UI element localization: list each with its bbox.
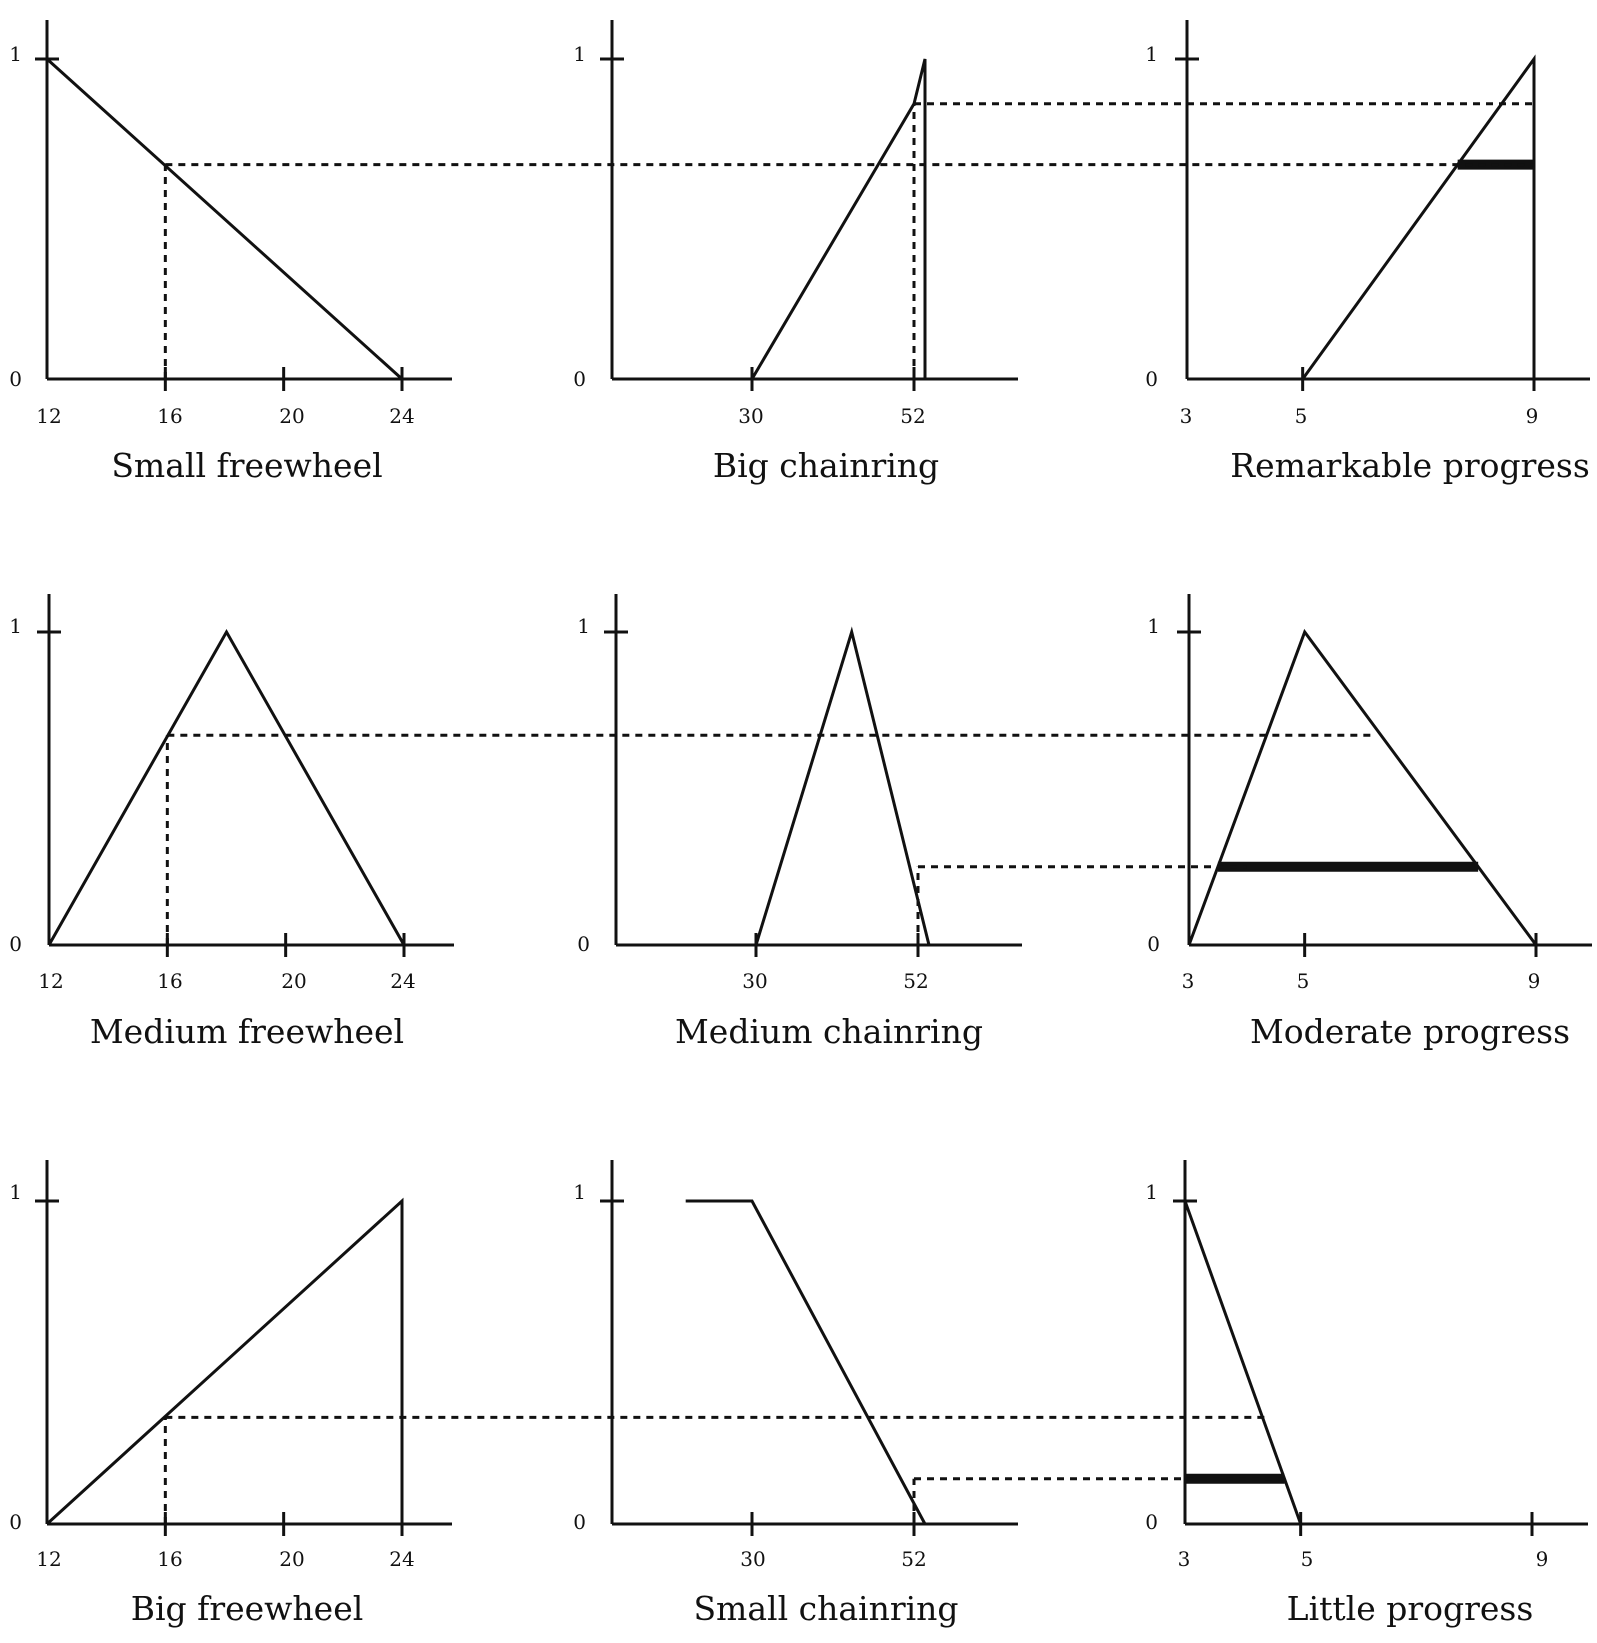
x-tick-label: 52: [901, 1547, 926, 1571]
panel-big-chainring: 1 0 30 52 Big chainring: [573, 42, 939, 485]
y-tick-label: 0: [1145, 1510, 1158, 1534]
x-tick-label: 20: [281, 969, 306, 993]
y-tick-label: 0: [9, 367, 22, 391]
membership-curve: [1183, 1200, 1303, 1525]
x-tick-label: 52: [903, 969, 928, 993]
y-tick-label: 0: [573, 367, 586, 391]
panel-title: Little progress: [1287, 1589, 1534, 1628]
panel-medium-freewheel: 1 0 12 16 20 24 Medium freewheel: [9, 614, 415, 1051]
y-tick-label: 1: [573, 42, 586, 66]
panel-title: Small freewheel: [111, 446, 382, 485]
x-tick-label: 5: [1295, 404, 1308, 428]
panel-title: Big freewheel: [131, 1589, 364, 1628]
panel-title: Small chainring: [693, 1589, 958, 1628]
y-tick-label: 0: [1145, 367, 1158, 391]
x-tick-label: 30: [738, 404, 763, 428]
x-tick-label: 3: [1180, 404, 1193, 428]
panel-moderate-progress: 1 0 3 5 9 Moderate progress: [1147, 614, 1570, 1051]
y-tick-label: 1: [577, 614, 590, 638]
x-tick-label: 20: [279, 1547, 304, 1571]
row-2: 1 0 12 16 20 24 Medium freewheel 1 0 30 …: [9, 614, 1570, 1051]
y-tick-label: 0: [577, 932, 590, 956]
membership-curve: [685, 1199, 927, 1525]
x-tick-label: 9: [1526, 404, 1539, 428]
y-tick-label: 1: [573, 1180, 586, 1204]
x-tick-label: 24: [389, 404, 414, 428]
y-tick-label: 1: [1145, 1180, 1158, 1204]
panel-small-chainring: 1 0 30 52 Small chainring: [573, 1180, 958, 1628]
membership-curve: [754, 626, 931, 946]
x-tick-label: 9: [1528, 969, 1541, 993]
row-3: 1 0 12 16 20 24 Big freewheel 1 0 30 52 …: [9, 1180, 1548, 1628]
x-tick-label: 12: [38, 969, 63, 993]
x-tick-label: 16: [157, 969, 182, 993]
panel-small-freewheel: 1 0 12 16 20 24 Small freewheel: [9, 42, 414, 485]
y-tick-label: 1: [1145, 42, 1158, 66]
y-tick-label: 1: [9, 1180, 22, 1204]
y-tick-label: 1: [9, 42, 22, 66]
membership-curve: [750, 58, 927, 380]
x-tick-label: 5: [1297, 969, 1310, 993]
panel-big-freewheel: 1 0 12 16 20 24 Big freewheel: [9, 1180, 414, 1628]
panel-little-progress: 1 0 3 5 9 Little progress: [1145, 1180, 1548, 1628]
panel-title: Medium chainring: [675, 1012, 983, 1051]
y-tick-label: 0: [9, 1510, 22, 1534]
x-tick-label: 30: [742, 969, 767, 993]
panel-title: Big chainring: [713, 446, 939, 485]
membership-curve: [45, 1197, 404, 1526]
x-tick-label: 24: [389, 1547, 414, 1571]
x-tick-label: 5: [1301, 1547, 1314, 1571]
y-tick-label: 1: [1147, 614, 1160, 638]
panel-title: Medium freewheel: [90, 1012, 404, 1051]
x-tick-label: 16: [157, 404, 182, 428]
x-tick-label: 12: [36, 1547, 61, 1571]
x-tick-label: 3: [1182, 969, 1195, 993]
x-tick-label: 20: [279, 404, 304, 428]
plot-marks: [35, 20, 1592, 1536]
panel-medium-chainring: 1 0 30 52 Medium chainring: [577, 614, 983, 1051]
panel-title: Moderate progress: [1250, 1012, 1570, 1051]
membership-curve: [1301, 54, 1536, 380]
y-tick-label: 0: [9, 932, 22, 956]
y-tick-label: 0: [573, 1510, 586, 1534]
membership-curve: [45, 57, 404, 381]
x-tick-label: 30: [740, 1547, 765, 1571]
panel-title: Remarkable progress: [1230, 446, 1590, 485]
panel-remarkable-progress: 1 0 3 5 9 Remarkable progress: [1145, 42, 1590, 485]
x-tick-label: 3: [1178, 1547, 1191, 1571]
membership-curve: [47, 628, 406, 946]
membership-curve: [1187, 628, 1538, 946]
x-tick-label: 9: [1536, 1547, 1549, 1571]
x-tick-label: 52: [900, 404, 925, 428]
y-tick-label: 1: [9, 614, 22, 638]
x-tick-label: 12: [36, 404, 61, 428]
row-1: 1 0 12 16 20 24 Small freewheel 1 0 30 5…: [9, 42, 1590, 485]
x-tick-label: 24: [390, 969, 415, 993]
x-tick-label: 16: [157, 1547, 182, 1571]
y-tick-label: 0: [1147, 932, 1160, 956]
